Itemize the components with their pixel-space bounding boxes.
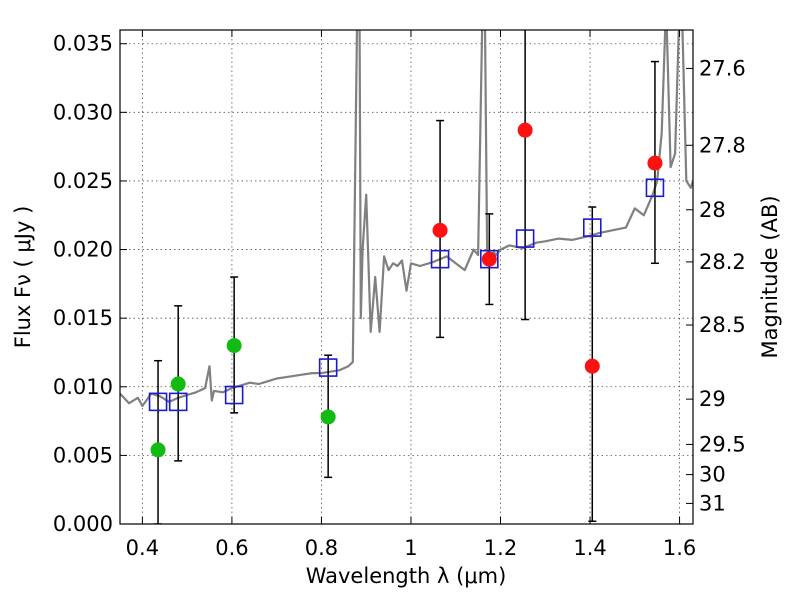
- mag-tick-label: 29: [699, 387, 726, 411]
- y-tick-label: 0.035: [53, 32, 113, 56]
- mag-tick-label: 28.5: [699, 313, 746, 337]
- plot-area: [120, 30, 693, 524]
- observed-point-marker: [517, 122, 533, 138]
- observed-point-marker: [150, 442, 166, 458]
- mag-tick-label: 29.5: [699, 432, 746, 456]
- model-square-marker: [645, 178, 665, 198]
- model-square-marker: [582, 218, 602, 237]
- y-tick-label: 0.000: [53, 512, 113, 536]
- y-tick-label: 0.005: [53, 443, 113, 467]
- y-axis-right-title: Magnitude (AB): [758, 195, 782, 358]
- x-tick-label: 1.2: [484, 536, 517, 560]
- axis-ticks: [120, 30, 693, 525]
- x-tick-label: 0.8: [305, 536, 338, 560]
- mag-tick-label: 27.6: [699, 56, 746, 80]
- model-square-marker: [148, 392, 168, 412]
- y-tick-label: 0.025: [53, 169, 113, 193]
- tick-labels: 0.4 0.6 0.8 1 1.2 1.4 1.6 0.000 0.005 0.010 0.015 0…: [53, 32, 746, 560]
- y-axis-title: Flux Fν ( μJy ): [11, 206, 35, 349]
- mag-tick-label: 28.2: [699, 250, 746, 274]
- x-tick-label: 1.4: [573, 536, 606, 560]
- y-tick-label: 0.015: [53, 306, 113, 330]
- mag-tick-label: 30: [699, 463, 726, 487]
- observed-point-marker: [320, 409, 336, 425]
- observed-point-marker: [432, 222, 448, 238]
- mag-tick-label: 27.8: [699, 133, 746, 157]
- model-square-marker: [430, 249, 450, 269]
- mag-tick-label: 28: [699, 198, 726, 222]
- model-square-marker: [168, 392, 188, 412]
- model-square-marker: [318, 358, 338, 377]
- x-tick-label: 1.6: [663, 536, 696, 560]
- mag-tick-label: 31: [699, 491, 726, 515]
- x-tick-label: 1: [404, 536, 417, 560]
- model-square-marker: [224, 385, 244, 405]
- spectrum-line: [120, 30, 693, 408]
- plot-frame: [119, 29, 694, 525]
- y-tick-label: 0.020: [53, 238, 113, 262]
- model-square-marker: [480, 249, 499, 269]
- observed-point-marker: [481, 251, 497, 267]
- observed-point-marker: [647, 155, 663, 171]
- y-tick-label: 0.030: [53, 100, 113, 124]
- x-tick-label: 0.6: [215, 536, 248, 560]
- y-tick-label: 0.010: [53, 375, 113, 399]
- model-square-marker: [515, 229, 535, 248]
- observed-point-marker: [584, 358, 600, 374]
- x-tick-label: 0.4: [126, 536, 159, 560]
- x-axis-title: Wavelength λ (μm): [306, 564, 507, 588]
- observed-point-marker: [170, 376, 186, 392]
- observed-point-marker: [226, 338, 242, 354]
